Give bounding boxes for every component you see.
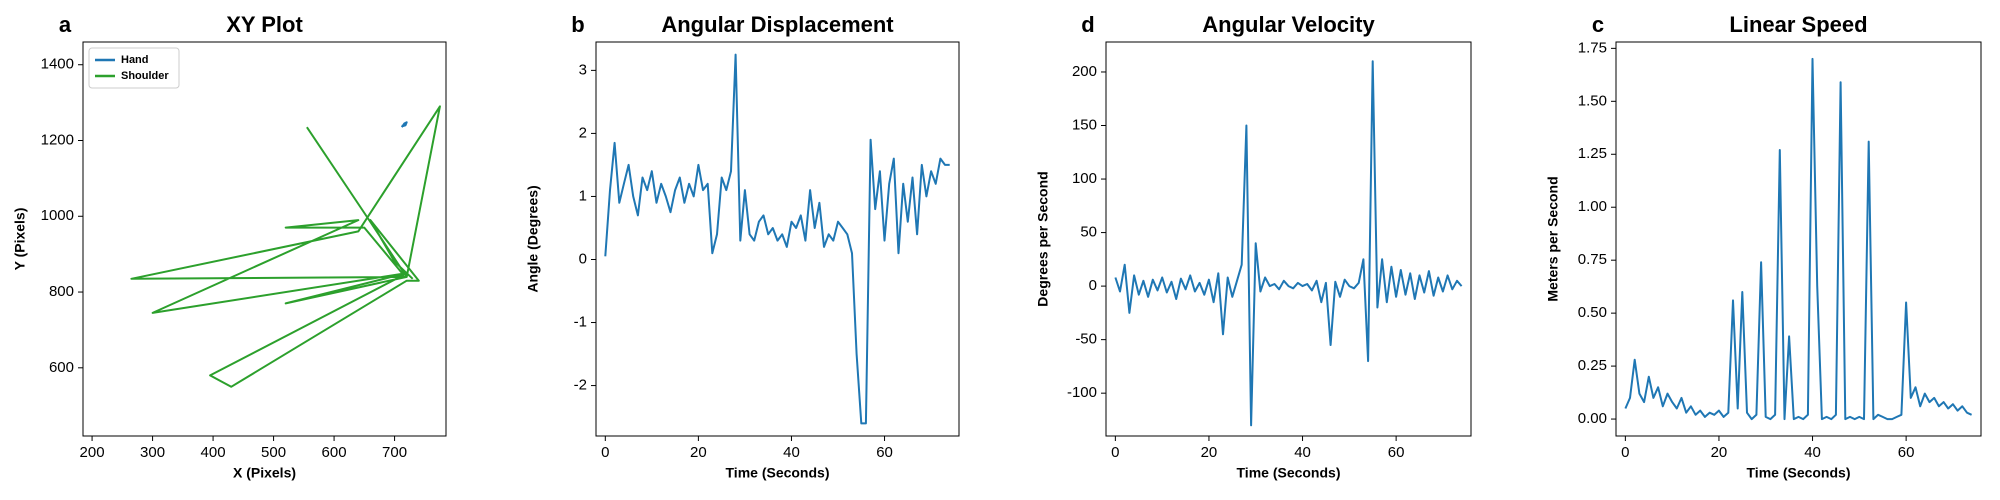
x-tick-label: 40 <box>783 444 800 461</box>
y-tick-label: 600 <box>49 359 74 376</box>
y-tick-label: 1.00 <box>1578 198 1607 215</box>
y-tick-label: 1000 <box>41 207 74 224</box>
y-tick-label: 1400 <box>41 56 74 73</box>
y-tick-label: 0.75 <box>1578 251 1607 268</box>
y-tick-label: 200 <box>1072 63 1097 80</box>
panel: d Angular Velocity Time (Seconds) Degrees p… <box>1035 12 1472 481</box>
y-tick-label: -1 <box>574 313 587 330</box>
y-axis-label: Degrees per Second <box>1035 171 1051 306</box>
legend-box <box>88 47 180 89</box>
x-tick-label: 20 <box>690 444 707 461</box>
panel-letter: a <box>59 12 72 37</box>
x-tick-label: 40 <box>1294 444 1311 461</box>
axes-frame <box>82 41 447 437</box>
y-tick-label: 50 <box>1080 224 1097 241</box>
x-tick-label: 300 <box>140 444 165 461</box>
x-axis-label: Time (Seconds) <box>1747 465 1851 481</box>
y-tick-label: 0.25 <box>1578 357 1607 374</box>
series-line <box>130 105 441 388</box>
y-tick-label: 1200 <box>41 131 74 148</box>
x-tick-label: 400 <box>201 444 226 461</box>
panel-letter: d <box>1081 12 1094 37</box>
y-tick-label: 1 <box>579 187 587 204</box>
y-tick-label: -2 <box>574 377 587 394</box>
legend-label: Hand <box>121 54 149 66</box>
x-axis-label: X (Pixels) <box>233 465 296 481</box>
series-line <box>1624 57 1973 421</box>
y-tick-label: 800 <box>49 283 74 300</box>
x-tick-label: 0 <box>601 444 609 461</box>
legend-label: Shoulder <box>121 70 169 82</box>
x-tick-label: 60 <box>1898 444 1915 461</box>
y-axis-label: Angle (Degrees) <box>525 185 541 292</box>
chart-title: Angular Velocity <box>1202 12 1375 37</box>
x-tick-label: 0 <box>1111 444 1119 461</box>
y-axis-label: Meters per Second <box>1545 176 1561 301</box>
axes-frame <box>1615 41 1982 437</box>
x-tick-label: 200 <box>80 444 105 461</box>
y-tick-label: 2 <box>579 124 587 141</box>
x-tick-label: 500 <box>261 444 286 461</box>
x-tick-label: 60 <box>876 444 893 461</box>
panel: a XY Plot X (Pixels) Y (Pixels) 200 300 400 500… <box>12 12 447 481</box>
panel: c Linear Speed Time (Seconds) Meters per Se… <box>1545 12 1982 481</box>
x-tick-label: 20 <box>1201 444 1218 461</box>
x-tick-label: 0 <box>1621 444 1629 461</box>
chart-title: Linear Speed <box>1729 12 1867 37</box>
y-tick-label: 1.50 <box>1578 92 1607 109</box>
x-tick-label: 20 <box>1711 444 1728 461</box>
series-line <box>604 53 950 425</box>
y-tick-label: 100 <box>1072 170 1097 187</box>
panel-letter: c <box>1592 12 1604 37</box>
x-axis-label: Time (Seconds) <box>1237 465 1341 481</box>
y-tick-label: 0 <box>579 250 587 267</box>
panel: b Angular Displacement Time (Seconds) Angle… <box>525 12 960 481</box>
y-tick-label: 0.50 <box>1578 304 1607 321</box>
panel-letter: b <box>571 12 584 37</box>
y-tick-label: -100 <box>1067 384 1097 401</box>
series-line <box>400 121 408 128</box>
series-line <box>1114 60 1463 427</box>
axes-frame <box>595 41 960 437</box>
y-tick-label: 3 <box>579 61 587 78</box>
y-tick-label: 150 <box>1072 116 1097 133</box>
y-tick-label: -50 <box>1075 331 1097 348</box>
chart-title: Angular Displacement <box>661 12 894 37</box>
x-tick-label: 60 <box>1388 444 1405 461</box>
y-tick-label: 1.25 <box>1578 145 1607 162</box>
y-tick-label: 0.00 <box>1578 410 1607 427</box>
chart-title: XY Plot <box>226 12 303 37</box>
axes-frame <box>1105 41 1472 437</box>
x-tick-label: 40 <box>1804 444 1821 461</box>
y-tick-label: 0 <box>1089 277 1097 294</box>
x-tick-label: 600 <box>322 444 347 461</box>
y-axis-label: Y (Pixels) <box>12 208 28 271</box>
x-tick-label: 700 <box>382 444 407 461</box>
x-axis-label: Time (Seconds) <box>726 465 830 481</box>
y-tick-label: 1.75 <box>1578 39 1607 56</box>
